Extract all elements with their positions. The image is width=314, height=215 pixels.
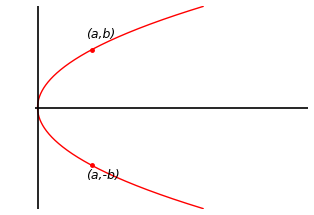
- Text: (a,-b): (a,-b): [86, 169, 119, 182]
- Text: (a,b): (a,b): [86, 28, 115, 41]
